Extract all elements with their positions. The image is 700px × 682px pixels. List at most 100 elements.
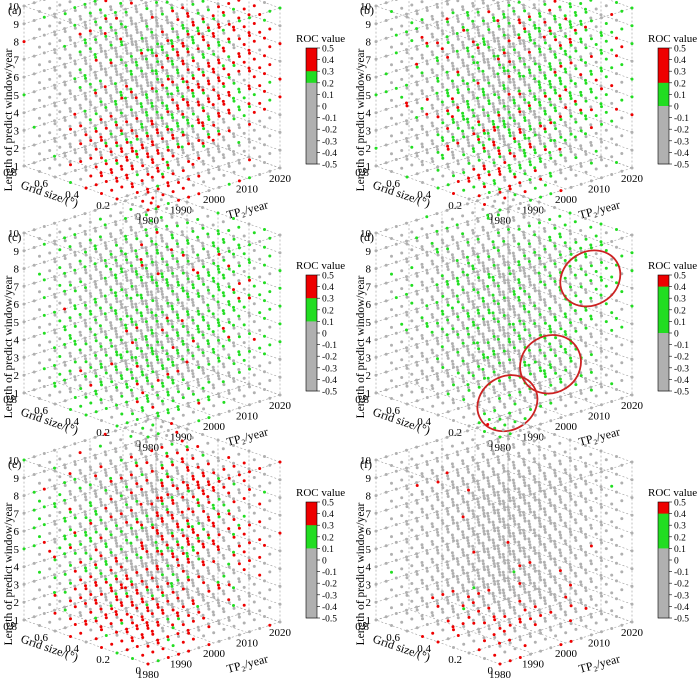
data-point [486, 43, 490, 46]
data-point [506, 296, 510, 300]
data-point [507, 390, 511, 394]
data-point [553, 88, 557, 92]
data-point [558, 94, 562, 98]
data-point [83, 354, 87, 358]
data-point [79, 387, 83, 390]
data-point [462, 415, 466, 419]
data-point [129, 1, 133, 5]
data-point [538, 47, 541, 51]
data-point [527, 348, 531, 352]
data-point [529, 56, 532, 60]
colorbar-tick-label: -0.5 [322, 161, 337, 171]
data-point [154, 278, 158, 282]
y-tick-label: 0 [136, 211, 142, 223]
data-point [206, 377, 210, 381]
data-point [93, 315, 97, 319]
data-point [492, 69, 496, 73]
data-point [278, 233, 282, 237]
data-point [217, 185, 221, 189]
data-point [529, 109, 532, 113]
data-point [263, 263, 266, 267]
data-point [486, 96, 490, 100]
data-point [491, 137, 495, 141]
data-point [450, 253, 454, 257]
data-point [410, 355, 414, 358]
data-point [53, 221, 56, 225]
data-point [456, 371, 460, 375]
data-point [104, 282, 108, 286]
data-point [175, 47, 179, 51]
data-point [53, 292, 56, 296]
data-point [456, 55, 460, 59]
data-point [129, 19, 133, 23]
data-point [150, 367, 154, 371]
data-point [186, 401, 190, 405]
data-point [176, 35, 180, 39]
data-point [181, 169, 185, 173]
data-point [512, 361, 516, 365]
data-point [467, 264, 471, 268]
data-point [507, 89, 510, 93]
data-point [471, 40, 475, 44]
data-point [211, 276, 215, 280]
data-point [175, 295, 179, 299]
data-point [160, 272, 164, 276]
data-point [394, 313, 398, 317]
data-point [532, 21, 536, 24]
data-point [467, 108, 471, 112]
data-point [140, 260, 144, 264]
data-point [436, 232, 439, 236]
data-point [119, 108, 123, 112]
data-point [405, 242, 409, 246]
data-point [466, 347, 470, 351]
data-point [145, 7, 149, 11]
data-point [440, 363, 444, 367]
data-point [518, 269, 522, 272]
data-point [135, 290, 139, 294]
data-point [68, 71, 72, 75]
data-point [558, 76, 562, 80]
data-point [187, 35, 191, 39]
data-point [170, 110, 173, 114]
data-point [150, 222, 154, 226]
data-point [405, 86, 409, 90]
data-point [22, 320, 26, 324]
data-point [73, 253, 77, 257]
data-point [94, 183, 98, 187]
data-point [134, 7, 138, 11]
data-point [38, 325, 41, 329]
data-point [533, 396, 537, 400]
data-point [511, 77, 515, 81]
data-point [176, 71, 180, 75]
data-point [181, 357, 185, 361]
data-point [161, 104, 165, 108]
data-point [431, 262, 435, 266]
data-point [212, 404, 216, 408]
data-point [129, 299, 133, 303]
data-point [171, 363, 175, 367]
data-point [166, 166, 170, 170]
data-point [42, 278, 46, 282]
data-point [227, 356, 231, 360]
data-point [186, 50, 190, 54]
data-point [63, 98, 67, 102]
data-point [496, 39, 500, 43]
data-point [441, 294, 445, 298]
data-point [425, 23, 429, 27]
data-point [186, 327, 189, 331]
data-point [507, 230, 511, 234]
data-point [248, 122, 251, 126]
data-point [441, 32, 445, 36]
data-point [538, 384, 542, 388]
data-point [452, 419, 455, 422]
data-point [455, 223, 459, 227]
data-point [477, 87, 481, 91]
data-point [175, 139, 179, 143]
data-point [518, 74, 522, 78]
data-point [48, 113, 52, 117]
data-point [467, 34, 470, 38]
data-point [120, 323, 124, 327]
data-point [84, 23, 87, 27]
data-point [201, 32, 204, 36]
data-point [518, 408, 522, 412]
